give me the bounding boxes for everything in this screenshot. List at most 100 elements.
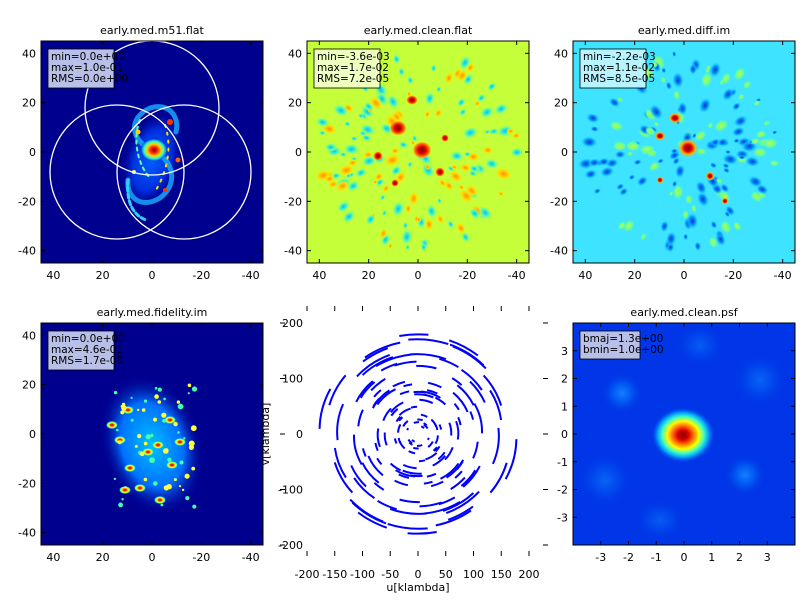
axes-2: early.med.clean.flat 40 20 0 -20 -40 40 20 0 -20 -…: [284, 24, 530, 282]
uv-arc: [406, 427, 410, 431]
stats-line: RMS=7.2e-05: [317, 73, 389, 85]
x-tick-label: -3: [595, 551, 606, 564]
uv-arc: [395, 469, 415, 478]
y-tick-label: 200: [282, 317, 303, 330]
x-tick-label: 0: [149, 551, 156, 564]
uv-arc: [353, 477, 376, 500]
uv-arc: [367, 455, 384, 477]
uv-arc: [456, 461, 464, 470]
x-tick-label: 100: [463, 568, 484, 581]
x-axis-label: u[klambda]: [386, 581, 449, 594]
stats-line: max=1.1e-02: [583, 62, 655, 74]
uv-arc: [418, 459, 426, 463]
uv-arc: [427, 441, 434, 448]
uv-arc: [394, 479, 409, 487]
y-tick-label: -20: [18, 195, 36, 208]
psf-main-lobe: [651, 407, 715, 463]
uv-arc: [472, 441, 479, 459]
uv-arc: [473, 402, 484, 434]
stats-box: [579, 330, 641, 360]
uv-arc: [390, 401, 404, 413]
uv-arc: [410, 405, 418, 409]
x-tick-label: -150: [322, 568, 347, 581]
uv-arc: [336, 403, 345, 441]
x-tick-label: -20: [724, 269, 742, 282]
uv-arc: [398, 407, 411, 416]
uv-arc: [357, 511, 388, 529]
uv-arc: [387, 522, 428, 530]
uv-arc: [377, 500, 397, 511]
stats-line: max=4.6e-01: [51, 344, 123, 356]
x-tick-label: 0: [149, 269, 156, 282]
uv-arc: [439, 357, 459, 368]
x-tick-label: 0: [681, 551, 688, 564]
uv-arc: [426, 437, 430, 441]
uv-arc: [395, 415, 402, 423]
uv-arc: [412, 446, 419, 450]
uv-arcs: [318, 333, 518, 535]
y-tick-label: 40: [288, 47, 302, 60]
y-tick-label: 20: [554, 97, 568, 110]
uv-arc: [446, 459, 465, 479]
uv-arc: [433, 446, 438, 452]
x-tick-label: 200: [519, 568, 540, 581]
y-tick-label: -40: [284, 245, 302, 258]
panel-clean-psf: [573, 323, 795, 545]
stats-line: min=0.0e+00: [51, 51, 125, 63]
uv-arc: [416, 444, 423, 447]
uv-arc: [437, 451, 446, 460]
uv-arc: [434, 423, 439, 431]
uv-arc: [349, 498, 384, 523]
uv-arc: [357, 409, 364, 427]
y-tick-label: 0: [295, 146, 302, 159]
x-tick-label: -40: [242, 269, 260, 282]
uv-arc: [399, 390, 410, 396]
y-tick-label: 40: [22, 329, 36, 342]
uv-arc: [434, 396, 447, 406]
y-tick-label: -3: [557, 511, 568, 524]
x-tick-label: 0: [415, 269, 422, 282]
uv-arc: [425, 452, 438, 461]
x-tick-label: 20: [628, 269, 642, 282]
uv-arc: [403, 383, 413, 388]
uv-arc: [380, 362, 398, 372]
uv-arc: [434, 445, 441, 453]
stats-line: RMS=8.5e-05: [583, 73, 655, 85]
uv-arc: [457, 416, 462, 426]
x-tick-label: -100: [350, 568, 375, 581]
uv-arc: [373, 389, 382, 398]
uv-arc: [398, 473, 410, 479]
x-tick-label: -200: [295, 568, 320, 581]
uv-arc: [442, 492, 475, 512]
panel-diff-im: [573, 41, 795, 263]
stats-line: max=1.7e-02: [317, 62, 389, 74]
y-tick-label: -200: [278, 539, 303, 552]
stats-box: [47, 330, 115, 371]
ripple-texture: [577, 50, 780, 253]
x-tick-label: -40: [242, 551, 260, 564]
x-tick-label: 3: [764, 551, 771, 564]
stats-line: bmin=1.0e+00: [583, 344, 664, 356]
uv-arc: [408, 441, 413, 446]
uv-arc: [328, 374, 347, 406]
stats-line: min=0.0e+00: [51, 333, 125, 345]
uv-arc: [398, 416, 403, 422]
y-tick-label: 20: [288, 97, 302, 110]
stats-line: RMS=1.7e-08: [51, 355, 123, 367]
x-tick-label: -40: [774, 269, 792, 282]
uv-arc: [455, 420, 460, 440]
x-tick-label: 20: [96, 551, 110, 564]
y-axis-label: v[klambda]: [259, 403, 272, 466]
uv-arc: [447, 505, 474, 521]
axes-5: -200 -150 -100 -50 0 50 100 150 2002001000-100-2…: [259, 306, 548, 594]
uv-arc: [383, 432, 388, 446]
uv-arc: [399, 498, 420, 504]
x-tick-label: 1: [708, 551, 715, 564]
uv-arc: [376, 428, 381, 448]
axes-6: early.med.clean.psf -3 -2 -1 0 1 2 3 3 2 1 0 -1 -2 -3 b…: [557, 306, 796, 564]
uv-arc: [402, 463, 417, 470]
y-tick-label: -40: [18, 527, 36, 540]
uv-arc: [452, 345, 487, 370]
uv-arc: [392, 380, 406, 388]
y-tick-label: -20: [18, 477, 36, 490]
